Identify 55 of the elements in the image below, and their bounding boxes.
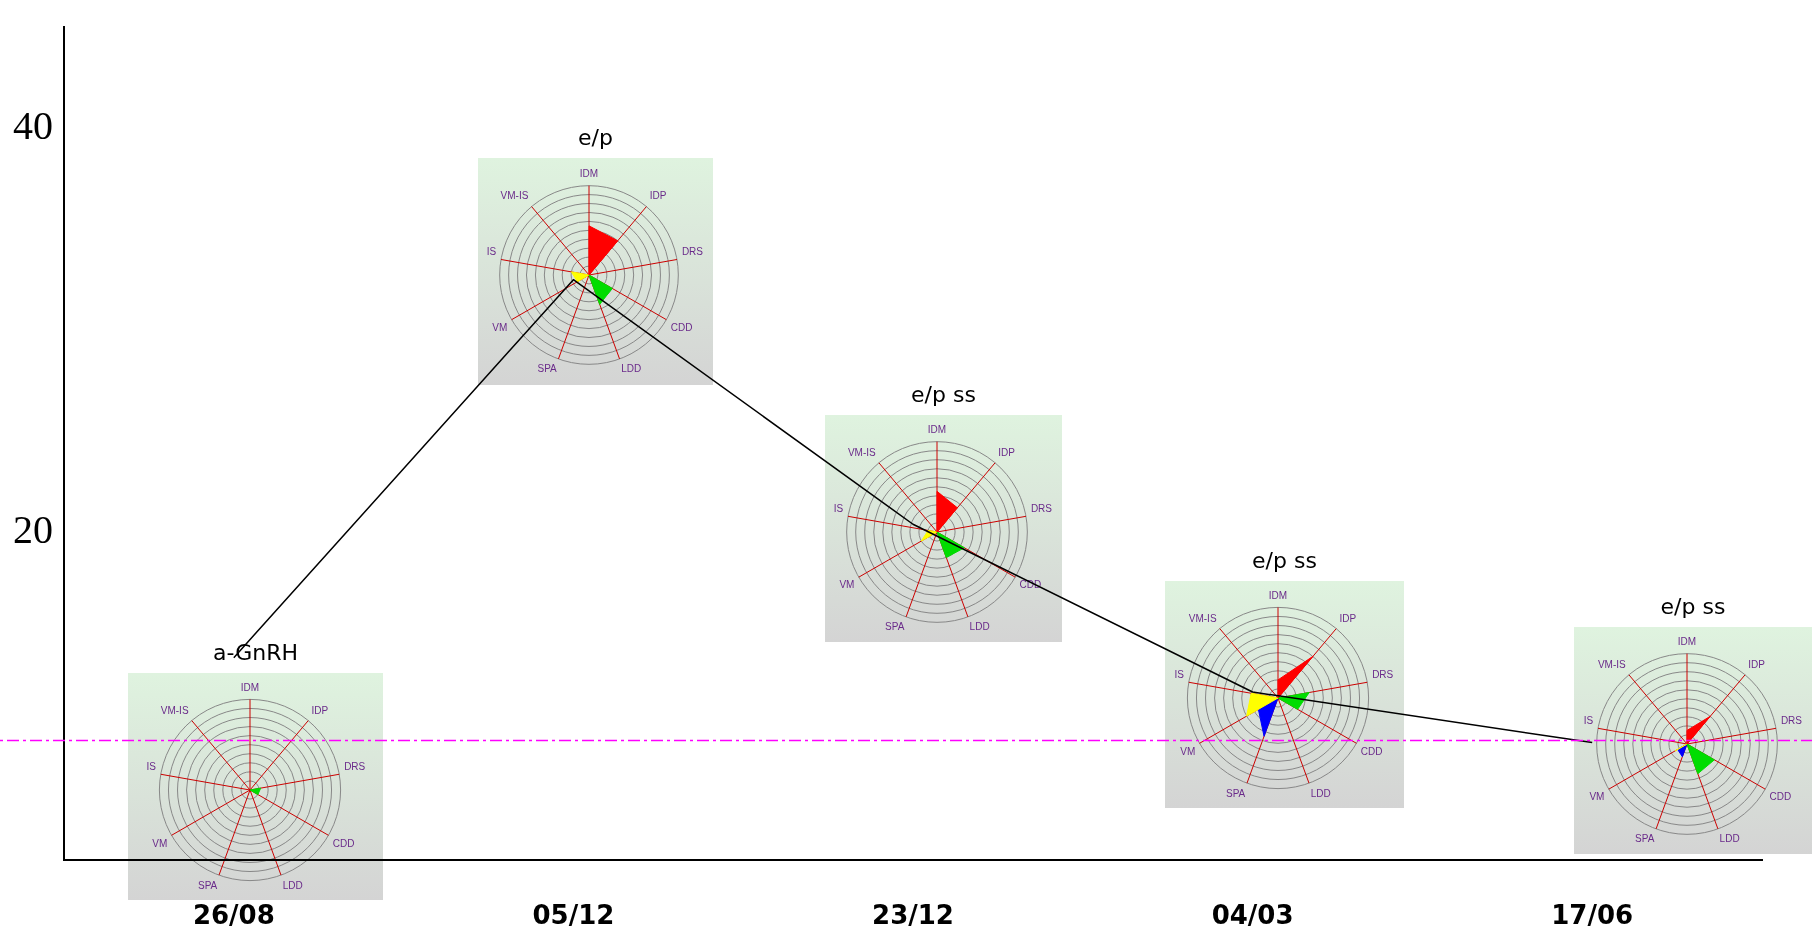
spoke-label: DRS: [1030, 503, 1053, 515]
spoke-label: VM: [1589, 791, 1605, 803]
spoke-label: LDD: [1719, 833, 1740, 845]
spoke-label: IS: [833, 503, 844, 515]
spoke-label: VM-IS: [847, 446, 877, 458]
spoke-label: VM-IS: [500, 190, 529, 202]
spoke-label: LDD: [282, 879, 303, 891]
spoke-label: IS: [1174, 669, 1185, 681]
spoke-label: DRS: [1780, 715, 1803, 727]
y-tick-label: 20: [13, 506, 53, 552]
spoke-label: SPA: [1226, 787, 1246, 799]
spoke-label: IDM: [1268, 590, 1288, 602]
spoke-label: LDD: [621, 363, 642, 375]
spoke-label: IS: [1583, 715, 1594, 727]
spoke-label: IS: [486, 246, 497, 258]
spoke-label: VM: [152, 837, 168, 849]
spoke-label: DRS: [681, 246, 704, 258]
spoke-label: VM-IS: [1188, 612, 1217, 624]
spoke-label: VM: [839, 579, 855, 591]
spoke-label: CDD: [670, 321, 693, 333]
spoke-label: SPA: [1635, 833, 1655, 845]
spoke-label: DRS: [1372, 669, 1394, 681]
spoke-label: IDP: [998, 446, 1016, 458]
y-tick-label: 40: [13, 102, 53, 148]
spoke-label: VM-IS: [160, 704, 189, 716]
spoke-label: IDM: [927, 424, 947, 436]
spoke-label: SPA: [885, 621, 905, 633]
spoke-label: DRS: [344, 761, 366, 773]
spoke-label: VM-IS: [1597, 658, 1627, 670]
spoke-label: IDM: [579, 168, 599, 180]
x-tick-label: 05/12: [532, 900, 615, 931]
x-tick-label: 04/03: [1211, 900, 1294, 931]
spoke-label: CDD: [1769, 791, 1792, 803]
x-tick-label: 26/08: [192, 900, 275, 931]
spoke-label: LDD: [1310, 787, 1331, 799]
spoke-label: IDM: [1677, 636, 1697, 648]
spoke-label: CDD: [1360, 745, 1383, 757]
chart-title: e/p ss: [1660, 593, 1726, 619]
chart-title: e/p: [578, 124, 613, 150]
spoke-label: IDP: [649, 190, 667, 202]
spoke-label: SPA: [198, 879, 218, 891]
spoke-label: LDD: [969, 621, 990, 633]
chart-title: e/p ss: [911, 381, 976, 407]
spoke-label: SPA: [537, 363, 558, 375]
spoke-label: IDP: [1748, 658, 1766, 670]
spoke-label: IDM: [240, 682, 260, 694]
x-tick-label: 17/06: [1551, 900, 1634, 931]
spoke-label: CDD: [332, 837, 355, 849]
spoke-label: VM: [1180, 745, 1196, 757]
chart-title: e/p ss: [1252, 547, 1317, 573]
spoke-label: VM: [492, 321, 508, 333]
x-tick-label: 23/12: [872, 900, 954, 931]
spoke-label: IDP: [311, 704, 329, 716]
spoke-label: IDP: [1339, 612, 1357, 624]
spoke-label: IS: [146, 761, 157, 773]
